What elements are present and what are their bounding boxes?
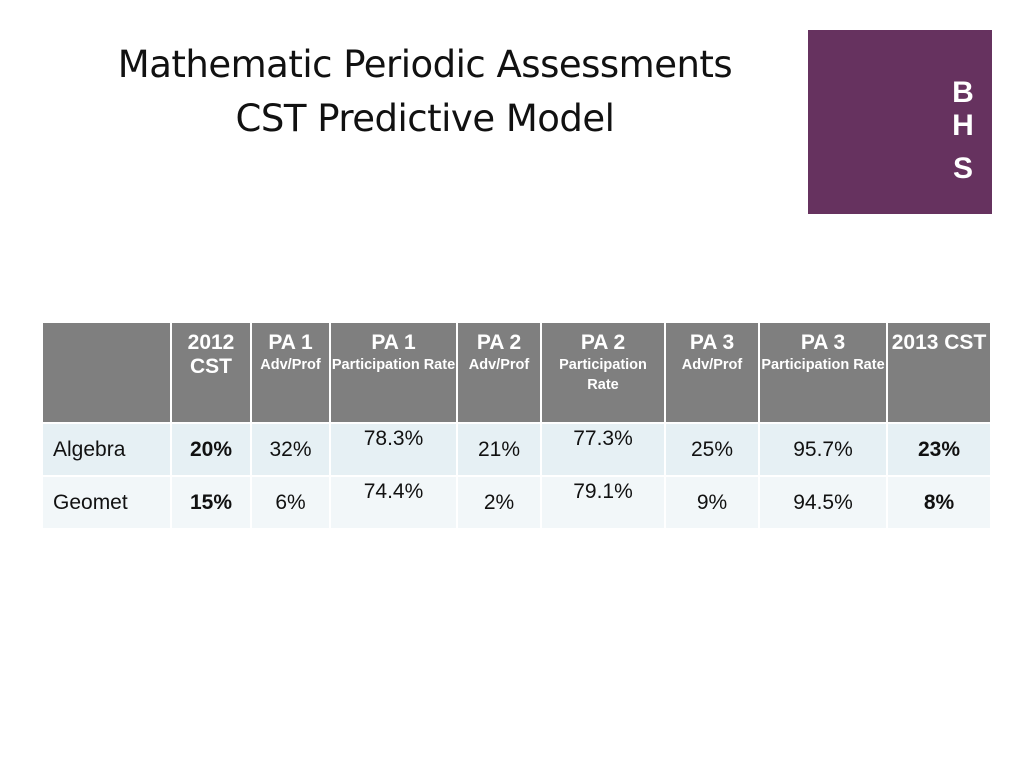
slide-title: Mathematic Periodic Assessments CST Pred… (60, 38, 790, 146)
header-row: 2012 CST PA 1 Adv/Prof PA 1 Participatio… (43, 323, 990, 424)
logo-letter-b: B (952, 76, 974, 109)
cell-2012-cst: 15% (171, 476, 252, 530)
header-2012-cst: 2012 CST (171, 323, 252, 424)
row-label: Algebra (43, 423, 172, 477)
header-pa2-participation: PA 2 Participation Rate (541, 323, 666, 424)
cell-pa3-participation: 94.5% (759, 476, 888, 530)
cell-pa3-participation: 95.7% (759, 423, 888, 477)
cell-pa2-adv: 21% (457, 423, 542, 477)
cell-pa2-participation: 79.1% (541, 476, 666, 530)
row-label: Geomet (43, 476, 172, 530)
header-2013-cst: 2013 CST (887, 323, 990, 424)
cell-pa1-adv: 6% (251, 476, 331, 530)
assessment-table: 2012 CST PA 1 Adv/Prof PA 1 Participatio… (43, 323, 990, 530)
title-line-2: CST Predictive Model (235, 97, 615, 140)
cell-pa1-participation: 78.3% (330, 423, 458, 477)
header-pa1-adv: PA 1 Adv/Prof (251, 323, 331, 424)
header-pa3-adv: PA 3 Adv/Prof (665, 323, 760, 424)
header-pa2-adv: PA 2 Adv/Prof (457, 323, 542, 424)
cell-pa3-adv: 9% (665, 476, 760, 530)
cell-pa2-participation: 77.3% (541, 423, 666, 477)
cell-pa3-adv: 25% (665, 423, 760, 477)
cell-pa2-adv: 2% (457, 476, 542, 530)
logo-letter-h: H (952, 109, 974, 142)
cell-pa1-adv: 32% (251, 423, 331, 477)
cell-2013-cst: 8% (887, 476, 990, 530)
cell-2013-cst: 23% (887, 423, 990, 477)
header-pa1-participation: PA 1 Participation Rate (330, 323, 458, 424)
bhs-logo: B H S (808, 30, 992, 214)
table-row: Geomet 15% 6% 74.4% 2% 79.1% 9% 94.5% 8% (43, 476, 990, 530)
logo-letter-s: S (952, 152, 973, 185)
cell-2012-cst: 20% (171, 423, 252, 477)
cell-pa1-participation: 74.4% (330, 476, 458, 530)
table-row: Algebra 20% 32% 78.3% 21% 77.3% 25% 95.7… (43, 423, 990, 477)
header-empty (43, 323, 172, 424)
title-line-1: Mathematic Periodic Assessments (117, 43, 733, 86)
header-pa3-participation: PA 3 Participation Rate (759, 323, 888, 424)
